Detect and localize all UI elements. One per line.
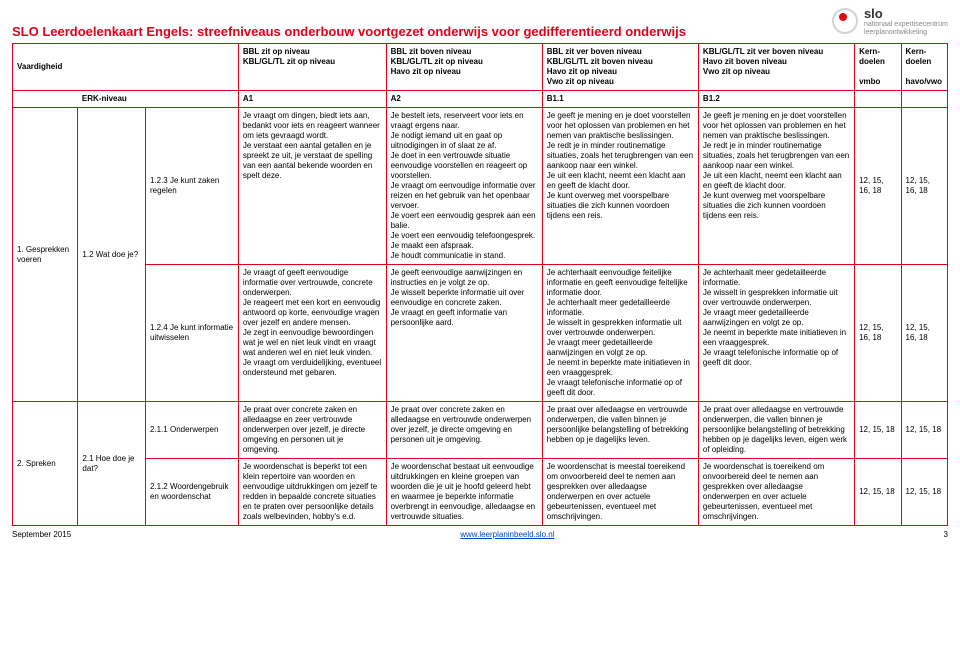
footer: September 2015 www.leerplaninbeeld.slo.n… xyxy=(12,530,948,539)
erk-b11: B1.1 xyxy=(542,91,698,108)
row2-a1: Je vraagt of geeft eenvoudige informatie… xyxy=(238,265,386,402)
row2-k2: 12, 15, 16, 18 xyxy=(901,265,947,402)
row4-a2: Je woordenschat bestaat uit eenvoudige u… xyxy=(386,459,542,526)
skill-2-sub: 2.1 Hoe doe je dat? xyxy=(78,402,146,526)
row1-k2: 12, 15, 16, 18 xyxy=(901,108,947,265)
logo-icon xyxy=(832,8,858,34)
footer-link[interactable]: www.leerplaninbeeld.slo.nl xyxy=(71,530,943,539)
erk-blank xyxy=(13,91,78,108)
erk-a2: A2 xyxy=(386,91,542,108)
row2-label: 1.2.4 Je kunt informatie uitwisselen xyxy=(145,265,238,402)
row1-label: 1.2.3 Je kunt zaken regelen xyxy=(145,108,238,265)
row1-b12: Je geeft je mening en je doet voorstelle… xyxy=(698,108,854,265)
header-c6: KBL/GL/TL zit ver boven niveau Havo zit … xyxy=(698,44,854,91)
logo-sub1: nationaal expertisecentrum xyxy=(864,21,948,29)
row3-b12: Je praat over alledaagse en vertrouwde o… xyxy=(698,402,854,459)
footer-page: 3 xyxy=(944,530,948,539)
page-title: SLO Leerdoelenkaart Engels: streefniveau… xyxy=(12,24,948,39)
row1-a2: Je bestelt iets, reserveert voor iets en… xyxy=(386,108,542,265)
logo-block: slo nationaal expertisecentrum leerplano… xyxy=(832,6,948,36)
row1-a1: Je vraagt om dingen, biedt iets aan, bed… xyxy=(238,108,386,265)
header-kern-vmbo: Kern- doelenvmbo xyxy=(855,44,901,91)
row3-b11: Je praat over alledaagse en vertrouwde o… xyxy=(542,402,698,459)
leerdoelen-table: Vaardigheid BBL zit op niveau KBL/GL/TL … xyxy=(12,43,948,526)
header-kern-havovwo: Kern- doelenhavo/vwo xyxy=(901,44,947,91)
row2-b12: Je achterhaalt meer gedetailleerde infor… xyxy=(698,265,854,402)
header-c3: BBL zit op niveau KBL/GL/TL zit op nivea… xyxy=(238,44,386,91)
row2-a2: Je geeft eenvoudige aanwijzingen en inst… xyxy=(386,265,542,402)
row3-k1: 12, 15, 18 xyxy=(855,402,901,459)
row4-k1: 12, 15, 18 xyxy=(855,459,901,526)
header-vaardigheid: Vaardigheid xyxy=(13,44,239,91)
erk-b12: B1.2 xyxy=(698,91,854,108)
footer-date: September 2015 xyxy=(12,530,71,539)
row4-label: 2.1.2 Woordengebruik en woordenschat xyxy=(145,459,238,526)
erk-blank2 xyxy=(855,91,901,108)
row2-b11: Je achterhaalt eenvoudige feitelijke inf… xyxy=(542,265,698,402)
row4-b11: Je woordenschat is meestal toereikend om… xyxy=(542,459,698,526)
erk-a1: A1 xyxy=(238,91,386,108)
row4-b12: Je woordenschat is toereikend om onvoorb… xyxy=(698,459,854,526)
row1-b11: Je geeft je mening en je doet voorstelle… xyxy=(542,108,698,265)
row3-k2: 12, 15, 18 xyxy=(901,402,947,459)
row4-a1: Je woordenschat is beperkt tot een klein… xyxy=(238,459,386,526)
row3-a2: Je praat over concrete zaken en alledaag… xyxy=(386,402,542,459)
erk-blank3 xyxy=(901,91,947,108)
skill-1-sub: 1.2 Wat doe je? xyxy=(78,108,146,402)
header-c5: BBL zit ver boven niveau KBL/GL/TL zit b… xyxy=(542,44,698,91)
skill-2: 2. Spreken xyxy=(13,402,78,526)
skill-1: 1. Gesprekken voeren xyxy=(13,108,78,402)
row3-a1: Je praat over concrete zaken en alledaag… xyxy=(238,402,386,459)
logo-text: slo xyxy=(864,6,948,21)
row4-k2: 12, 15, 18 xyxy=(901,459,947,526)
row2-k1: 12, 15, 16, 18 xyxy=(855,265,901,402)
row1-k1: 12, 15, 16, 18 xyxy=(855,108,901,265)
logo-sub2: leerplanontwikkeling xyxy=(864,29,948,37)
erk-label: ERK-niveau xyxy=(78,91,238,108)
header-c4: BBL zit boven niveau KBL/GL/TL zit op ni… xyxy=(386,44,542,91)
row3-label: 2.1.1 Onderwerpen xyxy=(145,402,238,459)
